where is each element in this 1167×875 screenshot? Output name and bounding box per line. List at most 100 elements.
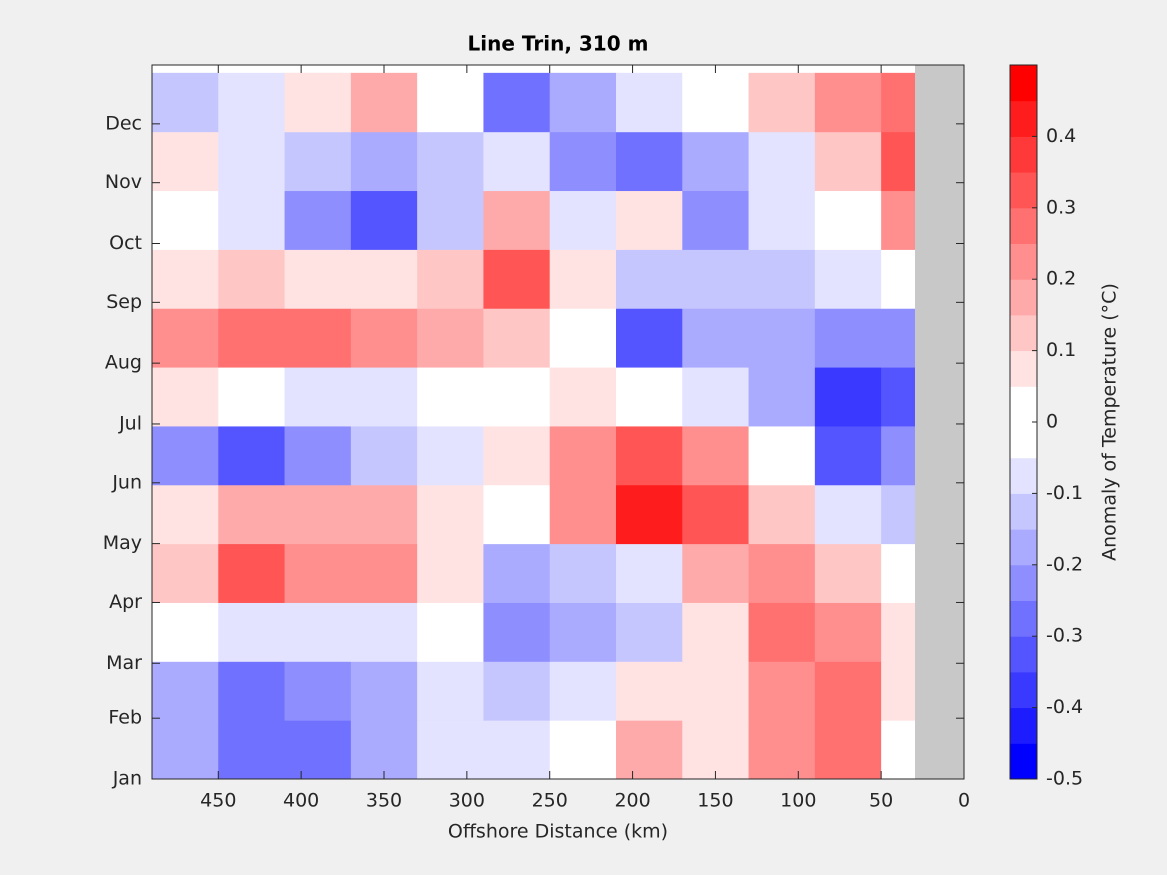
cell [417, 308, 484, 368]
y-tick-label: Mar [106, 652, 142, 674]
cell [218, 661, 286, 721]
cell [152, 543, 219, 603]
colorbar-band [1010, 314, 1037, 352]
cell [814, 367, 882, 427]
cell [616, 543, 683, 603]
cell [350, 484, 418, 545]
cell [152, 484, 219, 545]
colorbar-band [1010, 529, 1037, 566]
cell [483, 661, 551, 721]
x-tick-label: 300 [449, 790, 485, 812]
plot-frame [151, 64, 965, 780]
cell [748, 425, 816, 486]
cell [350, 720, 418, 779]
y-tick-label: Nov [105, 171, 142, 193]
colorbar-tick-label: 0.4 [1046, 125, 1076, 147]
cell [284, 661, 352, 721]
cell [682, 367, 750, 427]
colorbar-band [1010, 422, 1037, 459]
cell [350, 543, 418, 603]
colorbar-band [1010, 136, 1037, 173]
cell [616, 425, 683, 486]
cell [284, 190, 352, 250]
y-tick-label: Jun [111, 471, 142, 493]
cell [814, 661, 882, 721]
cell [682, 543, 750, 603]
cell [284, 720, 352, 779]
cell [417, 131, 484, 192]
cell [814, 484, 882, 545]
cell [350, 308, 418, 368]
cell [682, 661, 750, 721]
cell [417, 484, 484, 545]
y-tick-label: Feb [108, 707, 142, 729]
colorbar-band [1010, 743, 1037, 780]
colorbar-band [1010, 564, 1037, 601]
cell [218, 720, 286, 779]
cell [549, 425, 617, 486]
colorbar-band [1010, 707, 1037, 744]
cell [616, 190, 683, 250]
cell [682, 308, 750, 368]
cell [616, 308, 683, 368]
colorbar-band [1010, 350, 1037, 387]
cell [152, 367, 219, 427]
colorbar-band [1010, 279, 1037, 316]
cell [682, 190, 750, 250]
y-tick-label: Sep [106, 291, 142, 313]
cell [350, 131, 418, 192]
cell [483, 602, 551, 662]
x-axis-label: Offshore Distance (km) [448, 821, 668, 843]
cell [350, 661, 418, 721]
cell [483, 367, 551, 427]
x-tick-label: 0 [958, 790, 970, 812]
colorbar-band [1010, 100, 1037, 137]
cell [549, 190, 617, 250]
colorbar [1010, 65, 1037, 780]
cell [152, 308, 219, 368]
colorbar-tick-label: 0.3 [1046, 196, 1076, 218]
cell [152, 72, 219, 133]
cell [814, 602, 882, 662]
y-tick-label: Oct [109, 232, 142, 254]
colorbar-tick-label: -0.3 [1046, 625, 1083, 647]
cell [284, 131, 352, 192]
cell [682, 720, 750, 779]
x-tick-label: 250 [532, 790, 568, 812]
cell [814, 543, 882, 603]
cell [284, 72, 352, 133]
cell [682, 131, 750, 192]
cell [748, 661, 816, 721]
cell [549, 661, 617, 721]
cell [218, 190, 286, 250]
cell [284, 249, 352, 309]
cell [152, 661, 219, 721]
cell [748, 602, 816, 662]
cell [483, 720, 551, 779]
cell [350, 425, 418, 486]
y-tick-label: May [103, 532, 142, 554]
cell [417, 367, 484, 427]
cell [682, 425, 750, 486]
cell [417, 72, 484, 133]
cell [284, 484, 352, 545]
field [152, 72, 948, 779]
cell [284, 367, 352, 427]
x-tick-label: 450 [200, 790, 236, 812]
cell [218, 131, 286, 192]
colorbar-tick-label: -0.1 [1046, 482, 1083, 504]
colorbar-tick-label: 0.1 [1046, 339, 1076, 361]
cell [549, 249, 617, 309]
cell [218, 484, 286, 545]
cell [748, 367, 816, 427]
cell [483, 425, 551, 486]
cell [616, 602, 683, 662]
cell [616, 720, 683, 779]
x-tick-label: 50 [869, 790, 893, 812]
cell [284, 308, 352, 368]
cell [417, 602, 484, 662]
cell [152, 720, 219, 779]
cell [483, 249, 551, 309]
cell [549, 602, 617, 662]
x-tick-label: 350 [366, 790, 402, 812]
